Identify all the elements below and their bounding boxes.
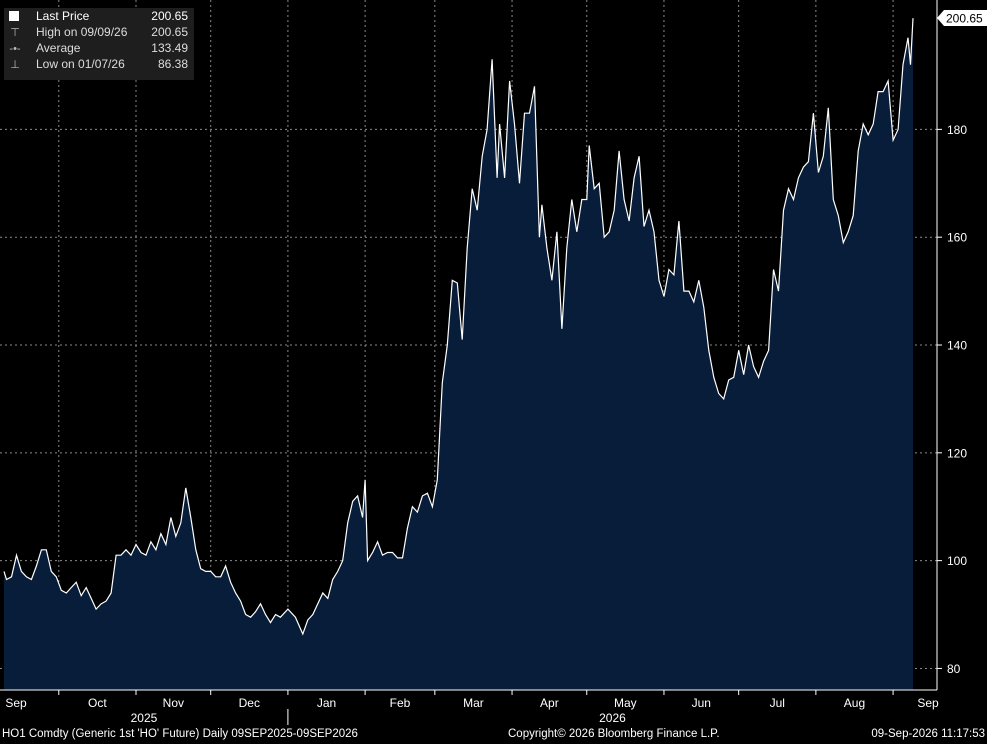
x-tick-label: Oct [88,696,107,710]
legend-average: -•- Average 133.49 [4,40,194,56]
legend-last-price-label: Last Price [36,9,90,23]
x-tick-label: Jul [770,696,785,710]
y-axis-ticks: 80 100 120 140 160 180 [937,123,967,676]
x-axis-ticks: Sep Oct Nov Dec Jan Feb Mar Apr May Jun Jul Aug Sep [5,690,939,710]
x-tick-label: Feb [390,696,411,710]
price-area [4,18,913,691]
last-value-label: 200.65 [946,12,983,26]
footer-ticker: HO1 Comdty (Generic 1st 'HO' Future) Dai… [2,728,358,740]
legend-high-value: 200.65 [151,25,188,39]
y-tick-label: 180 [947,123,967,137]
legend-average-label: Average [36,41,81,55]
legend-low-value: 86.38 [157,57,188,71]
legend-average-value: 133.49 [151,41,188,55]
legend-low-label: Low on 01/07/26 [36,57,125,71]
legend-box: Last Price 200.65 ⊤ High on 09/09/26 200… [4,8,194,80]
y-tick-label: 80 [947,662,961,676]
average-marker-icon: -•- [9,43,21,55]
y-tick-label: 140 [947,339,967,353]
footer-timestamp: 09-Sep-2026 11:17:53 [871,728,985,740]
footer-bar: HO1 Comdty (Generic 1st 'HO' Future) Dai… [0,726,987,744]
y-tick-label: 100 [947,554,967,568]
year-label: 2026 [599,711,626,725]
price-line [3,18,914,636]
year-label: 2025 [131,711,158,725]
footer-copyright: Copyright© 2026 Bloomberg Finance L.P. [508,728,720,740]
x-tick-label: Apr [540,696,559,710]
high-marker-icon: ⊤ [10,27,20,39]
legend-swatch-icon [9,11,19,21]
legend-low: ⊥ Low on 01/07/26 86.38 [4,56,194,72]
legend-last-price: Last Price 200.65 [4,8,194,24]
x-tick-label: Dec [239,696,260,710]
x-tick-label: Sep [5,696,27,710]
y-tick-label: 120 [947,446,967,460]
x-tick-label: Aug [844,696,865,710]
x-tick-label: May [614,696,637,710]
legend-last-price-value: 200.65 [151,9,188,23]
legend-high: ⊤ High on 09/09/26 200.65 [4,24,194,40]
x-tick-label: Nov [163,696,184,710]
y-tick-label: 160 [947,231,967,245]
legend-high-label: High on 09/09/26 [36,25,128,39]
x-tick-label: Sep [917,696,939,710]
low-marker-icon: ⊥ [10,59,20,71]
year-labels: 2025 2026 [131,709,626,725]
last-value-tag [937,10,987,27]
x-tick-label: Jan [317,696,336,710]
x-tick-label: Mar [463,696,484,710]
x-tick-label: Jun [692,696,711,710]
last-value-marker: 200.65 [937,10,987,27]
